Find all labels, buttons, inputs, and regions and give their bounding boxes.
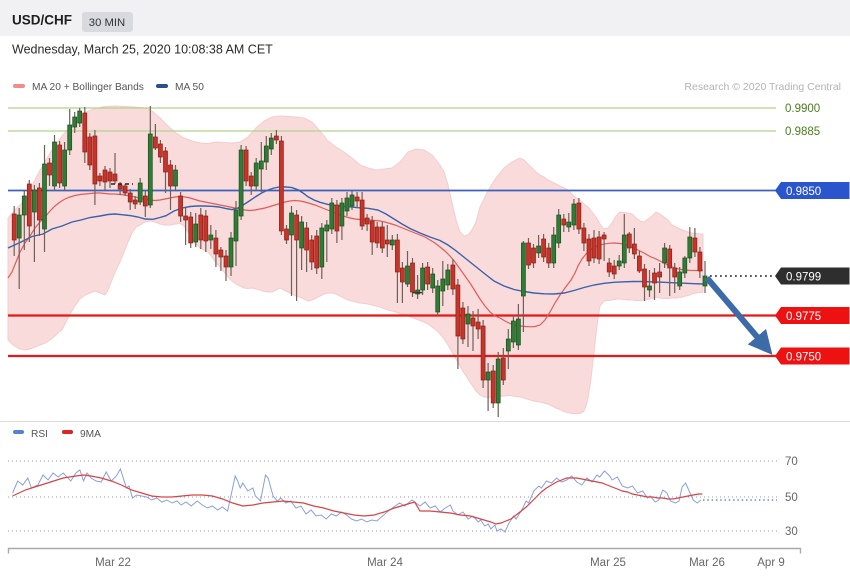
svg-text:Wednesday, March 25, 2020 10:0: Wednesday, March 25, 2020 10:08:38 AM CE… <box>12 43 273 57</box>
svg-text:0.9900: 0.9900 <box>785 103 820 115</box>
svg-text:Mar 22: Mar 22 <box>95 557 131 569</box>
svg-text:Apr 9: Apr 9 <box>757 557 785 569</box>
svg-text:Mar 26: Mar 26 <box>689 557 725 569</box>
svg-text:Mar 25: Mar 25 <box>590 557 626 569</box>
svg-text:USD/CHF: USD/CHF <box>12 13 72 28</box>
svg-text:0.9775: 0.9775 <box>786 311 821 323</box>
svg-text:0.9799: 0.9799 <box>786 272 821 284</box>
svg-text:50: 50 <box>785 492 798 504</box>
svg-text:MA 50: MA 50 <box>175 82 204 93</box>
svg-text:RSI: RSI <box>31 429 48 440</box>
svg-text:30 MIN: 30 MIN <box>89 17 125 29</box>
svg-text:MA 20 + Bollinger Bands: MA 20 + Bollinger Bands <box>32 82 144 93</box>
svg-text:0.9750: 0.9750 <box>786 352 821 364</box>
svg-text:9MA: 9MA <box>80 429 101 440</box>
svg-text:70: 70 <box>785 456 798 468</box>
svg-text:Research © 2020 Trading Centra: Research © 2020 Trading Central <box>684 81 841 93</box>
svg-text:0.9850: 0.9850 <box>786 186 821 198</box>
svg-text:0.9885: 0.9885 <box>785 126 820 138</box>
svg-text:30: 30 <box>785 526 798 538</box>
svg-text:Mar 24: Mar 24 <box>367 557 403 569</box>
